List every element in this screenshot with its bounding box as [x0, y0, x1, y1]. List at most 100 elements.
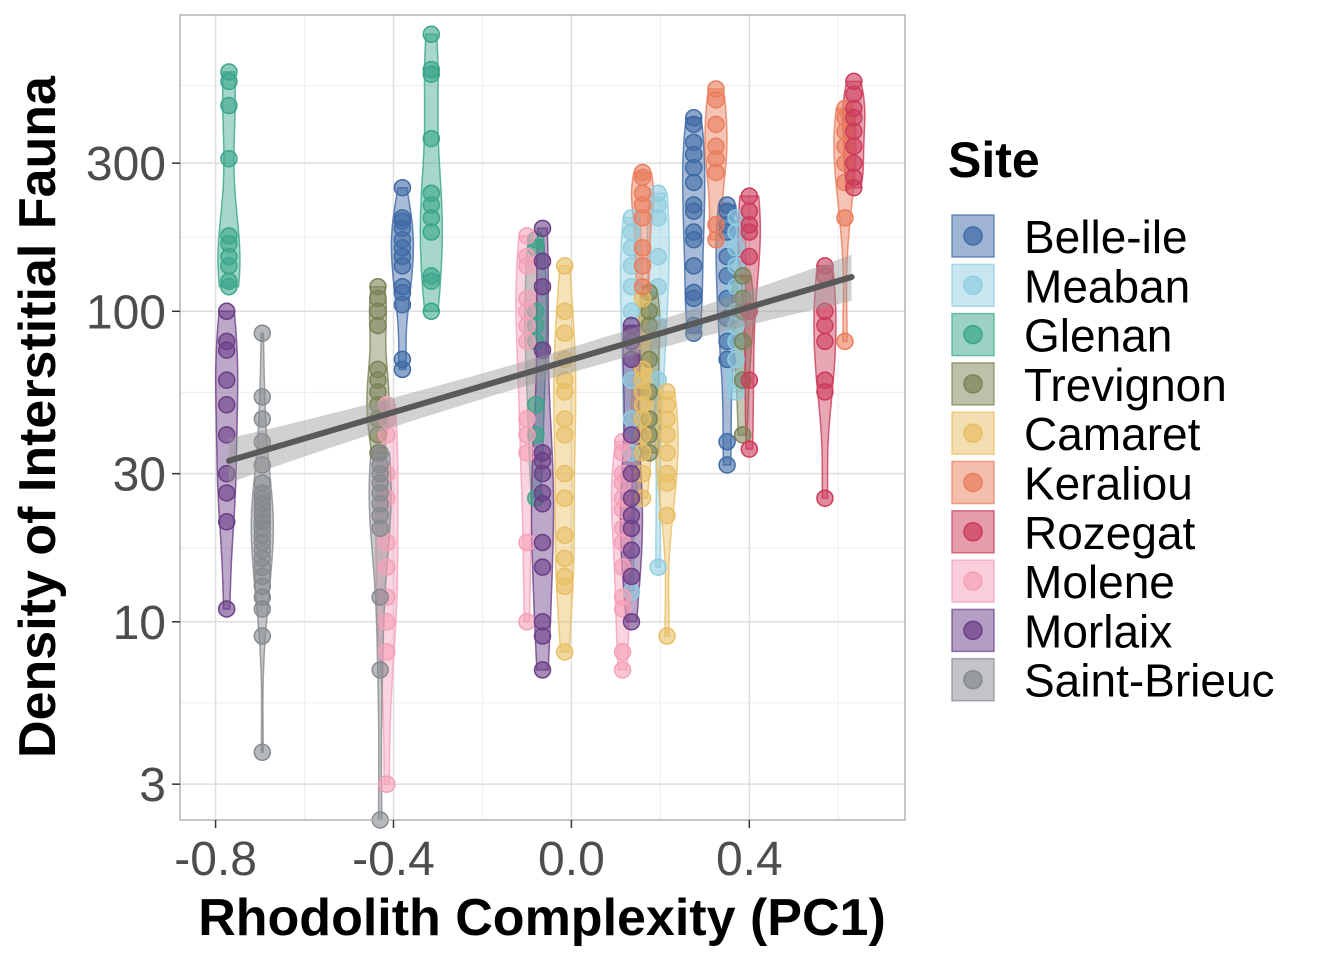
legend-label: Camaret — [1024, 408, 1201, 460]
point-belle-ile — [393, 360, 412, 379]
point-morlaix — [622, 464, 641, 483]
point-molene — [378, 533, 396, 552]
point-camaret — [555, 549, 574, 568]
point-camaret — [658, 506, 676, 525]
point-keraliou — [633, 209, 652, 227]
point-camaret — [555, 489, 574, 507]
point-camaret — [658, 474, 676, 492]
legend-key-point — [963, 669, 983, 690]
point-belle-ile — [718, 456, 736, 474]
point-camaret — [555, 324, 574, 342]
point-belle-ile — [684, 202, 703, 220]
legend-item-glenan: Glenan — [951, 310, 1172, 362]
point-belle-ile — [393, 257, 412, 275]
point-morlaix — [533, 627, 552, 645]
legend-key — [951, 657, 995, 702]
legend-key-point — [963, 423, 983, 443]
point-keraliou — [707, 230, 725, 249]
point-glenan — [220, 149, 238, 168]
point-morlaix — [533, 341, 552, 359]
point-trevignon — [733, 332, 752, 351]
point-glenan — [422, 302, 441, 321]
point-molene — [518, 316, 536, 335]
point-keraliou — [633, 239, 652, 257]
point-belle-ile — [684, 257, 703, 275]
point-glenan — [422, 272, 441, 290]
legend-key-point — [963, 472, 983, 493]
point-rozegat — [845, 137, 863, 156]
point-morlaix — [533, 495, 552, 513]
y-tick-label: 10 — [113, 597, 166, 650]
point-morlaix — [622, 426, 641, 444]
point-rozegat — [740, 371, 759, 389]
legend-key-point — [963, 275, 983, 296]
point-trevignon — [733, 426, 752, 444]
trend-line — [225, 273, 855, 464]
legend-item-trevignon: Trevignon — [951, 359, 1227, 411]
point-camaret — [633, 444, 652, 462]
point-molene — [378, 426, 396, 444]
legend-label: Trevignon — [1024, 359, 1227, 411]
y-tick-label: 300 — [86, 138, 166, 191]
legend-item-morlaix: Morlaix — [951, 605, 1172, 657]
point-saint-brieuc — [253, 627, 272, 645]
point-molene — [613, 600, 632, 618]
x-tick-label: 0.0 — [538, 833, 605, 886]
x-axis-ticks: -0.8 -0.4 0.0 0.4 — [174, 820, 783, 886]
legend-label: Glenan — [1024, 310, 1172, 362]
point-meaban — [622, 223, 641, 241]
point-keraliou — [707, 163, 725, 182]
point-morlaix — [533, 252, 552, 270]
point-meaban — [727, 239, 745, 257]
point-belle-ile — [718, 433, 736, 451]
point-camaret — [555, 302, 574, 321]
legend-label: Keraliou — [1024, 458, 1193, 510]
point-camaret — [633, 410, 652, 428]
point-belle-ile — [393, 295, 412, 314]
point-belle-ile — [684, 230, 703, 249]
point-saint-brieuc — [371, 519, 389, 538]
legend-label: Saint-Brieuc — [1024, 655, 1275, 707]
legend-key-point — [963, 571, 983, 591]
legend-label: Molene — [1024, 556, 1175, 608]
point-keraliou — [707, 91, 725, 109]
point-molene — [378, 558, 396, 576]
point-molene — [378, 775, 396, 793]
plot-border — [179, 14, 906, 821]
point-glenan — [220, 72, 238, 91]
point-molene — [378, 643, 396, 661]
y-axis-ticks: 3 10 30 100 300 — [86, 138, 180, 812]
point-glenan — [422, 129, 441, 148]
legend-key-point — [963, 324, 983, 345]
point-trevignon — [640, 316, 658, 335]
point-molene — [518, 533, 536, 552]
point-morlaix — [217, 302, 236, 321]
point-belle-ile — [684, 115, 703, 134]
legend-title: Site — [948, 132, 1040, 188]
point-saint-brieuc — [253, 600, 272, 618]
point-saint-brieuc — [371, 588, 389, 606]
point-molene — [378, 613, 396, 631]
point-morlaix — [217, 484, 236, 502]
y-tick-label: 100 — [86, 286, 166, 339]
point-rozegat — [816, 316, 834, 335]
point-glenan — [220, 277, 238, 296]
point-saint-brieuc — [253, 388, 272, 406]
point-camaret — [555, 426, 574, 444]
point-glenan — [220, 96, 238, 115]
legend-label: Belle-ile — [1024, 211, 1188, 263]
point-glenan — [422, 223, 441, 241]
point-meaban — [649, 247, 667, 266]
point-rozegat — [740, 223, 759, 241]
y-axis-title: Density of Interstitial Fauna — [9, 75, 67, 758]
point-morlaix — [217, 464, 236, 483]
point-camaret — [555, 526, 574, 545]
point-morlaix — [622, 613, 641, 631]
point-glenan — [527, 396, 545, 414]
point-morlaix — [533, 558, 552, 576]
point-camaret — [555, 643, 574, 661]
point-belle-ile — [684, 289, 703, 308]
point-keraliou — [707, 115, 725, 134]
legend-label: Rozegat — [1024, 507, 1196, 559]
